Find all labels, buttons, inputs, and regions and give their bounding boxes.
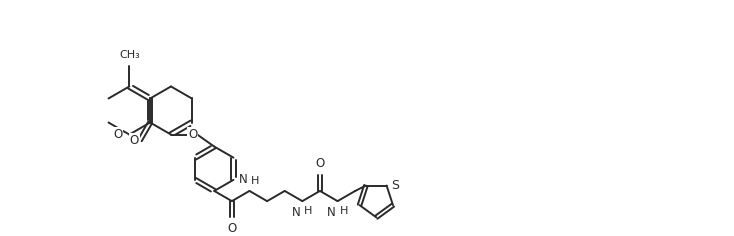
- Text: CH₃: CH₃: [119, 50, 139, 59]
- Text: H: H: [304, 206, 313, 216]
- Text: O: O: [188, 128, 197, 141]
- Text: N: N: [239, 173, 247, 186]
- Text: S: S: [391, 179, 399, 192]
- Text: O: O: [130, 134, 139, 147]
- Text: H: H: [339, 206, 348, 216]
- Text: H: H: [251, 176, 260, 186]
- Text: N: N: [327, 206, 335, 219]
- Text: O: O: [114, 128, 123, 141]
- Text: O: O: [228, 222, 236, 235]
- Text: O: O: [316, 157, 324, 170]
- Text: N: N: [291, 206, 300, 219]
